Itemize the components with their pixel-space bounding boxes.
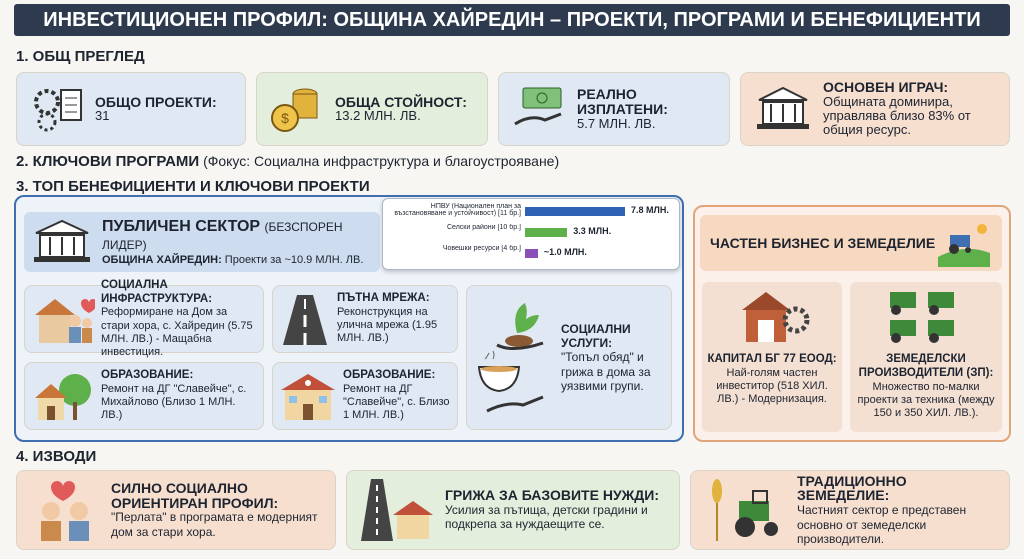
private-card: КАПИТАЛ БГ 77 ЕООД: Най-голям частен инве… (702, 282, 842, 432)
project-card: ПЪТНА МРЕЖА: Реконструкция на улична мреж… (272, 285, 458, 353)
value-label: ~1.0 МЛН. (543, 247, 587, 257)
project-title: СОЦИАЛНА ИНФРАСТРУКТУРА: (101, 278, 213, 305)
project-text: Ремонт на ДГ "Славейче", с. Близо 1 МЛН.… (343, 383, 450, 422)
project-card: ОБРАЗОВАНИЕ: Ремонт на ДГ "Славейче", с. … (24, 362, 264, 430)
icon (514, 87, 562, 126)
stat-card: ОБЩО ПРОЕКТИ: 31 (16, 72, 246, 146)
programs-chart: НПВУ (Национален план за възстановяване … (382, 198, 680, 270)
project-text: Ремонт на ДГ "Славейче", с. Михайлово (Б… (101, 383, 247, 422)
project-title: ПЪТНА МРЕЖА: (337, 292, 430, 305)
icon (477, 302, 544, 412)
icon (361, 479, 433, 541)
project-text: Реформиране на Дом за стари хора, с. Хай… (101, 306, 253, 358)
private-card-title: КАПИТАЛ БГ 77 ЕООД: (707, 353, 837, 365)
public-sub-text: Проекти за ~10.9 МЛН. ЛВ. (224, 254, 364, 266)
svg-text:$: $ (281, 110, 289, 126)
conclusion-title: СИЛНО СОЦИАЛНО ОРИЕНТИРАН ПРОФИЛ: (111, 479, 279, 511)
conclusion-card: ГРИЖА ЗА БАЗОВИТЕ НУЖДИ: Усилия за пътища… (346, 470, 680, 550)
title: ИНВЕСТИЦИОНЕН ПРОФИЛ: ОБЩИНА ХАЙРЕДИН – … (14, 4, 1010, 36)
conclusion-title: ТРАДИЦИОННО ЗЕМЕДЕЛИЕ: (797, 472, 907, 504)
project-card: СОЦИАЛНА ИНФРАСТРУКТУРА: Реформиране на Д… (24, 279, 264, 358)
conclusion-card: ТРАДИЦИОННО ЗЕМЕДЕЛИЕ: Частният сектор е … (690, 470, 1010, 550)
category-label: Селски райони [10 бр.] (447, 224, 521, 231)
project-text: Реконструкция на улична мрежа (1.95 МЛН.… (337, 306, 438, 345)
project-text: "Топъл обяд" и грижа в дома за уязвими г… (561, 350, 651, 394)
private-card-text: Най-голям частен инвеститор (518 ХИЛ. ЛВ… (716, 366, 828, 406)
icon (34, 89, 82, 132)
private-card: ЗЕМЕДЕЛСКИ ПРОИЗВОДИТЕЛИ (ЗП): Множество … (850, 282, 1002, 432)
public-sub-label: ОБЩИНА ХАЙРЕДИН: (102, 254, 222, 266)
stat-card: $ ОБЩА СТОЙНОСТ: 13.2 МЛН. ЛВ. (256, 72, 488, 146)
stat-value: Общината доминира, управлява близо 83% о… (823, 93, 971, 138)
category-label: Човешки ресурси [4 бр.] (442, 245, 521, 252)
icon (281, 374, 335, 420)
stat-label: ОБЩА СТОЙНОСТ: (335, 93, 467, 110)
icon (742, 292, 810, 342)
stat-label: РЕАЛНО ИЗПЛАТЕНИ: (577, 86, 668, 117)
value-label: 3.3 МЛН. (573, 226, 612, 236)
stat-card: ОСНОВЕН ИГРАЧ: Общината доминира, управля… (740, 72, 1010, 146)
project-card: ОБРАЗОВАНИЕ: Ремонт на ДГ "Славейче", с. … (272, 362, 458, 430)
stat-value: 31 (95, 108, 110, 124)
section-heading: 3. ТОП БЕНЕФИЦИЕНТИ И КЛЮЧОВИ ПРОЕКТИ (16, 178, 370, 195)
stat-card: РЕАЛНО ИЗПЛАТЕНИ: 5.7 МЛН. ЛВ. (498, 72, 730, 146)
category-label: НПВУ (Национален план за възстановяване … (394, 203, 521, 218)
value-label: 7.8 МЛН. (631, 205, 669, 215)
programs-heading-row: 2. КЛЮЧОВИ ПРОГРАМИ (Фокус: Социална инф… (16, 153, 559, 170)
icon (35, 299, 95, 343)
private-card-text: Множество по-малки проекти за техника (м… (857, 380, 995, 419)
conclusion-title: ГРИЖА ЗА БАЗОВИТЕ НУЖДИ: (445, 487, 659, 504)
conclusion-text: Частният сектор е представен основно от … (797, 503, 967, 546)
icon (35, 374, 91, 420)
stat-value: 13.2 МЛН. ЛВ. (335, 108, 421, 124)
bar (525, 249, 538, 258)
private-header: ЧАСТЕН БИЗНЕС И ЗЕМЕДЕЛИЕ (700, 215, 1002, 271)
conclusion-text: "Перлата" в програмата е модерният дом з… (111, 510, 318, 539)
icon (890, 292, 954, 343)
programs-focus: (Фокус: Социална инфраструктура и благоу… (203, 153, 560, 169)
project-title: СОЦИАЛНИ УСЛУГИ: (561, 321, 631, 350)
section-heading: 2. КЛЮЧОВИ ПРОГРАМИ (16, 153, 200, 170)
stat-value: 5.7 МЛН. ЛВ. (577, 115, 656, 131)
icon: $ (271, 88, 318, 132)
icon (712, 479, 778, 541)
icon (938, 224, 990, 267)
section-heading: 1. ОБЩ ПРЕГЛЕД (16, 48, 145, 65)
public-note: (БЕЗСПОРЕН ЛИДЕР) (102, 220, 343, 252)
private-title: ЧАСТЕН БИЗНЕС И ЗЕМЕДЕЛИЕ (710, 235, 936, 251)
section-heading: 4. ИЗВОДИ (16, 448, 97, 465)
icon (34, 219, 90, 262)
public-title: ПУБЛИЧЕН СЕКТОР (102, 218, 261, 235)
conclusion-text: Усилия за пътища, детски градини и подкр… (445, 502, 648, 532)
public-header: ПУБЛИЧЕН СЕКТОР (БЕЗСПОРЕН ЛИДЕР) ОБЩИНА… (24, 212, 380, 272)
stat-label: ОСНОВЕН ИГРАЧ: (823, 79, 949, 96)
icon (757, 86, 809, 129)
bar (525, 228, 568, 237)
project-title: ОБРАЗОВАНИЕ: (343, 369, 436, 382)
project-title: ОБРАЗОВАНИЕ: (101, 369, 194, 382)
project-card: СОЦИАЛНИ УСЛУГИ: "Топъл обяд" и грижа в д… (466, 285, 672, 430)
bar (525, 207, 625, 216)
icon (283, 295, 327, 345)
conclusion-card: СИЛНО СОЦИАЛНО ОРИЕНТИРАН ПРОФИЛ: "Перлат… (16, 470, 336, 550)
private-card-title: ЗЕМЕДЕЛСКИ ПРОИЗВОДИТЕЛИ (ЗП): (858, 353, 994, 379)
icon (41, 481, 89, 541)
stat-label: ОБЩО ПРОЕКТИ: (95, 93, 217, 110)
